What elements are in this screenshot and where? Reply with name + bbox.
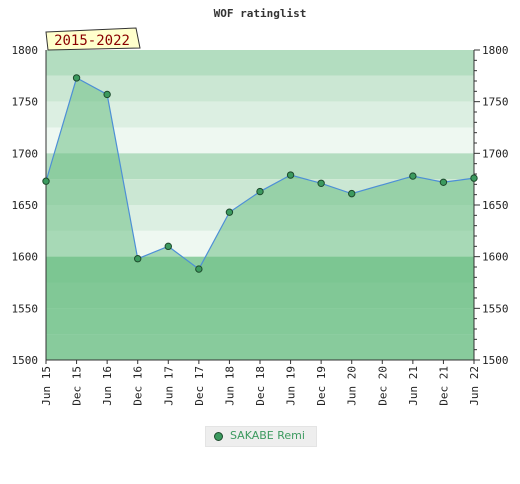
y-tick-label-left: 1800	[12, 44, 39, 57]
band-1750-1775	[46, 75, 474, 102]
data-point	[72, 74, 81, 82]
band-1775-1800	[46, 50, 474, 76]
x-tick-label: Dec 17	[193, 366, 206, 406]
data-point	[256, 187, 264, 196]
band-1725-1750	[46, 101, 474, 128]
data-point	[103, 90, 111, 99]
legend-label: SAKABE Remi	[230, 429, 305, 442]
x-tick-label: Dec 15	[71, 366, 84, 406]
x-tick-label: Jun 16	[101, 366, 114, 406]
legend-marker-icon	[214, 432, 223, 441]
period-badge: 2015-2022	[45, 27, 141, 51]
axes: 1500 1500 1550 1550 1600 1600 1650 1650 1700 1700…	[12, 44, 509, 406]
data-point	[164, 242, 172, 251]
x-tick-label: Dec 19	[315, 366, 328, 406]
x-tick-label: Jun 15	[40, 366, 53, 406]
x-tick-label: Dec 16	[132, 366, 145, 406]
y-tick-label-left: 1750	[12, 96, 39, 109]
y-tick-label-left: 1650	[12, 199, 39, 212]
y-tick-label-right: 1500	[482, 354, 509, 367]
x-tick-label: Dec 18	[254, 366, 267, 406]
y-tick-label-left: 1500	[12, 354, 39, 367]
chart-title: WOF ratinglist	[214, 7, 307, 20]
y-tick-label-right: 1600	[482, 251, 509, 264]
y-tick-label-right: 1550	[482, 302, 509, 315]
data-point	[286, 171, 295, 179]
x-tick-label: Jun 18	[223, 366, 236, 406]
data-point	[134, 255, 142, 263]
data-point	[195, 265, 203, 273]
area-layer	[45, 77, 475, 361]
markers-layer	[42, 74, 478, 273]
data-point	[42, 177, 50, 185]
legend: SAKABE Remi	[205, 426, 317, 447]
y-tick-label-left: 1700	[12, 147, 39, 160]
series-line	[45, 77, 475, 270]
y-tick-label-left: 1550	[12, 302, 39, 315]
x-tick-label: Dec 21	[437, 366, 450, 406]
period-label: 2015-2022	[54, 33, 130, 49]
data-point	[470, 174, 478, 182]
data-point	[348, 189, 356, 198]
y-tick-label-left: 1600	[12, 251, 39, 264]
x-tick-label: Jun 19	[285, 366, 298, 406]
y-tick-label-right: 1750	[482, 96, 509, 109]
data-point	[409, 172, 417, 180]
y-tick-label-right: 1650	[482, 199, 509, 212]
y-tick-label-right: 1700	[482, 147, 509, 160]
series-area	[46, 77, 474, 361]
x-tick-label: Jun 17	[162, 366, 175, 406]
x-tick-label: Jun 21	[407, 366, 420, 406]
y-tick-label-right: 1800	[482, 44, 509, 57]
data-point	[317, 179, 325, 188]
data-point	[225, 208, 234, 216]
x-tick-label: Jun 22	[468, 366, 481, 406]
x-tick-label: Jun 20	[346, 366, 359, 406]
data-point	[439, 178, 448, 186]
x-tick-label: Dec 20	[376, 366, 389, 406]
